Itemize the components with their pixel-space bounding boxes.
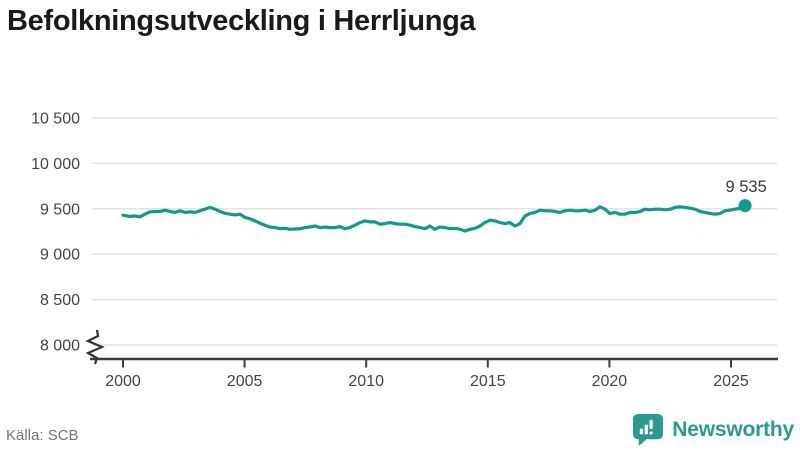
y-tick-label: 9 000 xyxy=(40,247,80,264)
source-note: Källa: SCB xyxy=(6,427,79,444)
newsworthy-logo-icon xyxy=(633,413,664,447)
x-tick-label: 2010 xyxy=(348,373,384,390)
population-line xyxy=(121,204,747,233)
axis-break-icon xyxy=(85,329,105,365)
last-point-marker xyxy=(738,199,752,213)
y-tick-label: 9 500 xyxy=(40,201,80,218)
x-tick-label: 2015 xyxy=(470,373,506,390)
x-tick-label: 2005 xyxy=(227,373,263,390)
x-tick-label: 2000 xyxy=(105,373,141,390)
newsworthy-wordmark: Newsworthy xyxy=(672,418,794,441)
chart-title: Befolkningsutveckling i Herrljunga xyxy=(7,5,476,37)
y-tick-label: 10 000 xyxy=(31,156,80,173)
logo-exclamation-bar xyxy=(649,419,654,430)
logo-exclamation-dot xyxy=(649,431,654,435)
logo-bar-tall xyxy=(644,424,649,435)
y-tick-label: 8 500 xyxy=(40,292,80,309)
y-tick-label: 8 000 xyxy=(40,338,80,355)
x-tick-label: 2020 xyxy=(592,373,628,390)
last-point-label: 9 535 xyxy=(725,178,766,196)
x-tick-label: 2025 xyxy=(713,373,749,390)
logo-bar-short xyxy=(640,428,644,435)
y-tick-label: 10 500 xyxy=(31,111,80,128)
newsworthy-logo[interactable]: Newsworthy xyxy=(632,413,794,447)
